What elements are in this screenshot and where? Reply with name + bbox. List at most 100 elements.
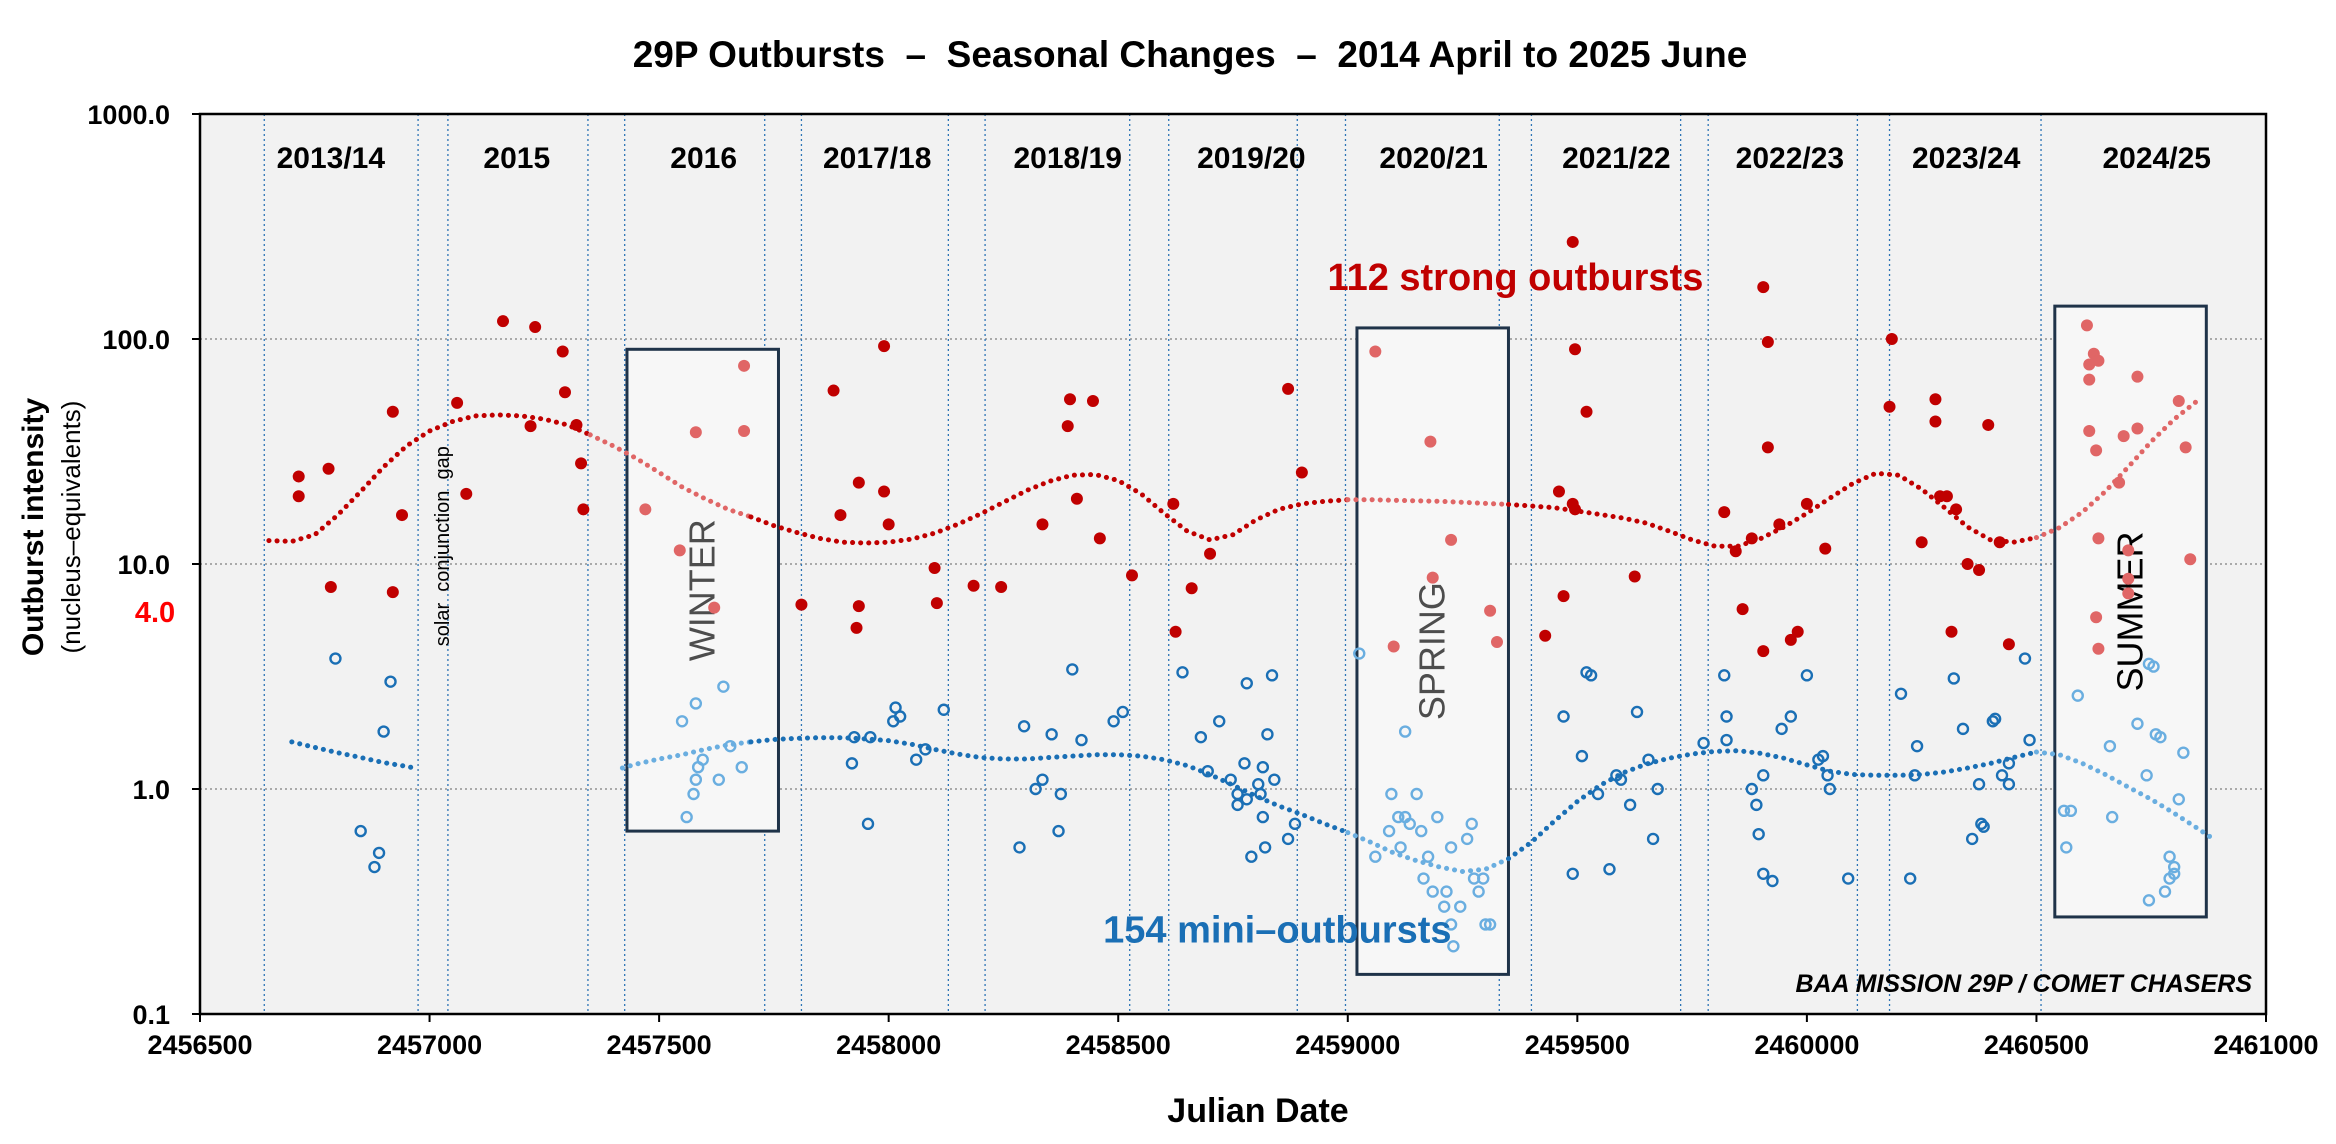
y-axis-label: Outburst intensity [17,398,50,657]
mini-outburst-point [1254,787,1267,801]
threshold-label: 4.0 [135,597,175,629]
strong-outburst-point [1757,645,1770,658]
mini-outburst-point [384,675,397,688]
mini-count-label: 154 mini–outbursts [1103,910,1451,952]
apparition-label: 2015 [483,142,550,175]
strong-outburst-point [2184,553,2197,566]
strong-outburst-point [1086,395,1099,408]
mini-outburst-point [2142,894,2156,907]
mini-outburst-point [1956,722,1970,736]
mini-outburst-point [1036,773,1049,786]
strong-trend-segment [266,412,593,544]
strong-outburst-point [1800,497,1813,510]
strong-outburst-point [852,476,865,489]
mini-outburst-point [1823,782,1837,796]
x-tick-label: 2459500 [1525,1030,1630,1060]
strong-outburst-point [292,490,305,503]
mini-outburst-point [2018,652,2032,665]
mini-outburst-point [1757,867,1770,880]
apparition-label: 2017/18 [823,142,931,175]
mini-outburst-point [893,710,907,723]
strong-outburst-point [2122,587,2135,600]
strong-outburst-point [577,503,590,516]
mini-outburst-point [1757,769,1770,782]
strong-outburst-point [497,315,510,328]
mini-outburst-point [1575,749,1589,763]
mini-outburst-point [1045,728,1058,741]
strong-outburst-point [1745,532,1758,545]
mini-outburst-point [696,753,709,766]
strong-outburst-point [1940,490,1953,503]
mini-outburst-point [1444,918,1458,931]
strong-outburst-point [324,581,337,594]
strong-outburst-point [1929,415,1942,428]
season-label: WINTER [682,519,723,661]
mini-outburst-point [1816,749,1830,763]
mini-outburst-point [1417,872,1430,885]
y-tick-label: 1000.0 [87,100,170,130]
mini-outburst-point [2023,733,2036,747]
mini-outburst-point [1557,710,1570,723]
mini-trend-segment [619,739,754,771]
mini-outburst-point [1245,850,1258,863]
strong-outburst-point [1883,400,1896,413]
mini-outburst-point [724,739,737,753]
mini-outburst-point [372,846,386,860]
strong-outburst-point [673,544,686,557]
mini-outburst-point [1454,900,1467,913]
mini-outburst-point [1718,669,1731,682]
strong-outburst-point [708,601,721,614]
strong-outburst-point [2080,319,2093,332]
season-box [2053,304,2208,919]
mini-outburst-point [2147,660,2160,673]
mini-outburst-point [1231,787,1244,801]
mini-outburst-point [1213,715,1226,728]
mini-trend-segment [289,739,421,772]
mini-outburst-point [368,860,381,874]
mini-outburst-point [1288,817,1302,831]
strong-outburst-point [1557,590,1570,603]
strong-outburst-point [1580,405,1593,418]
strong-outburst-point [1569,343,1582,356]
strong-outburst-point [928,561,941,574]
mini-outburst-point [1908,769,1921,782]
strong-outburst-point [967,579,980,592]
mini-outburst-point [2131,717,2144,730]
strong-outburst-point [834,509,847,522]
mini-outburst-point [1017,720,1031,733]
credit-label: BAA MISSION 29P / COMET CHASERS [1795,970,2252,998]
mini-outburst-point [1240,677,1253,690]
mini-outburst-point [1603,863,1616,876]
strong-outburst-point [827,384,840,397]
strong-outburst-point [1718,506,1731,519]
mini-outburst-point [2167,860,2181,874]
strong-trend-segment [748,471,1351,546]
strong-outburst-point [1569,503,1582,516]
mini-outburst-point [1447,940,1460,953]
strong-outburst-point [460,487,473,500]
mini-outburst-point [1623,798,1637,812]
mini-outburst-point [2057,804,2071,818]
mini-outburst-point [1403,817,1416,831]
mini-outburst-point [1421,850,1435,863]
mini-outburst-point [687,787,700,801]
strong-outburst-point [1961,558,1974,570]
mini-outburst-point [1398,725,1412,738]
x-tick-label: 2460500 [1984,1030,2089,1060]
strong-outburst-point [2131,370,2144,383]
mini-outburst-point [1437,900,1451,913]
strong-outburst-point [2122,544,2135,557]
x-tick-label: 2458000 [836,1030,941,1060]
apparition-label: 2023/24 [1912,142,2021,175]
strong-outburst-point [322,462,335,475]
strong-outburst-point [639,503,652,516]
mini-outburst-point [1431,810,1444,824]
mini-outburst-point [1444,841,1458,854]
strong-outburst-point [689,426,702,439]
strong-outburst-point [1973,564,1986,577]
season-boxes: WINTER SPRING SUMMER [625,304,2208,976]
strong-outburst-point [795,598,808,611]
mini-outburst-point [1066,663,1079,676]
strong-outburst-point [2083,425,2096,438]
